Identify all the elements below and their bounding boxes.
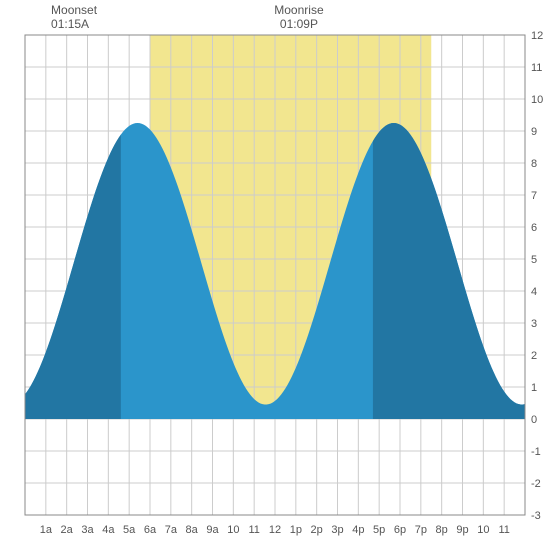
x-tick-label: 9p [456,524,468,536]
y-tick-label: -3 [531,510,541,522]
y-tick-label: -2 [531,478,541,490]
x-tick-label: 10 [227,524,239,536]
x-tick-label: 10 [477,524,489,536]
x-tick-label: 1a [40,524,53,536]
y-tick-label: 6 [531,222,537,234]
x-tick-label: 7p [415,524,427,536]
x-tick-label: 1p [290,524,302,536]
x-tick-label: 8p [436,524,448,536]
y-tick-label: 2 [531,350,537,362]
tide-chart: 1211109876543210-1-2-31a2a3a4a5a6a7a8a9a… [0,0,550,550]
y-tick-label: 10 [531,94,543,106]
x-tick-label: 7a [165,524,178,536]
x-tick-label: 3a [81,524,94,536]
y-tick-label: -1 [531,446,541,458]
y-tick-label: 3 [531,318,537,330]
x-tick-label: 12 [269,524,281,536]
x-tick-label: 11 [498,524,509,536]
x-tick-label: 2p [311,524,323,536]
moonset-label: Moonset [51,3,98,17]
x-tick-label: 4a [102,524,115,536]
x-tick-label: 5a [123,524,136,536]
y-tick-label: 12 [531,30,543,42]
x-tick-label: 4p [352,524,364,536]
y-tick-label: 5 [531,254,537,266]
y-tick-label: 4 [531,286,537,298]
x-tick-label: 11 [248,524,259,536]
y-tick-label: 0 [531,414,537,426]
x-tick-label: 6a [144,524,157,536]
moonrise-label: Moonrise [274,3,324,17]
y-tick-label: 8 [531,158,537,170]
x-tick-label: 3p [331,524,343,536]
x-tick-label: 6p [394,524,406,536]
y-tick-label: 9 [531,126,537,138]
y-tick-label: 1 [531,382,537,394]
x-tick-label: 8a [186,524,199,536]
y-tick-label: 7 [531,190,537,202]
x-tick-label: 2a [61,524,74,536]
moonrise-time: 01:09P [280,17,318,31]
moonset-time: 01:15A [51,17,89,31]
chart-svg: 1211109876543210-1-2-31a2a3a4a5a6a7a8a9a… [0,0,550,550]
x-tick-label: 5p [373,524,385,536]
x-tick-label: 9a [206,524,219,536]
y-tick-label: 11 [531,62,542,74]
